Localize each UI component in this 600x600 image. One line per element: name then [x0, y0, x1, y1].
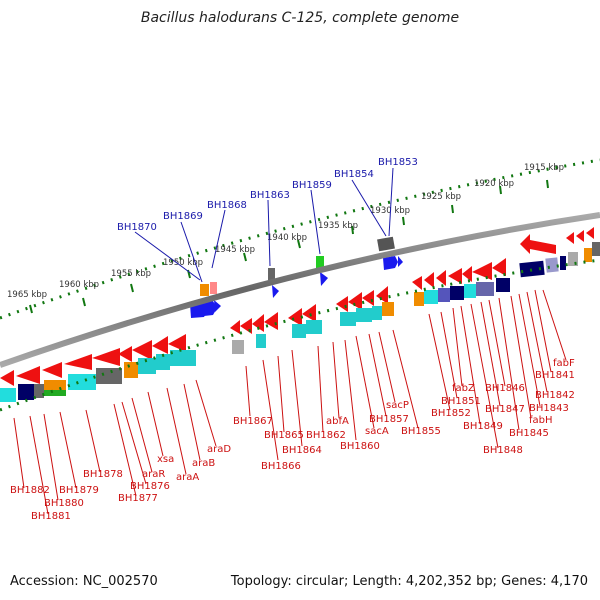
label-BH1866: BH1866	[261, 461, 301, 472]
label-BH1852: BH1852	[431, 408, 471, 419]
label-BH1859: BH1859	[292, 180, 332, 191]
label-BH1849: BH1849	[463, 421, 503, 432]
scale-label-1940: 1940 kbp	[267, 233, 307, 243]
label-BH1865: BH1865	[264, 430, 304, 441]
label-araB: araB	[192, 458, 215, 469]
scale-label-1955: 1955 kbp	[111, 269, 151, 279]
label-BH1880: BH1880	[44, 498, 84, 509]
label-BH1842: BH1842	[535, 390, 575, 401]
bottom-labels-left: araD araB araA xsa araR BH1876 BH1877 BH…	[10, 444, 231, 522]
label-BH1869: BH1869	[163, 211, 203, 222]
label-araA: araA	[176, 472, 199, 483]
label-BH1879: BH1879	[59, 485, 99, 496]
label-xsa: xsa	[157, 454, 174, 465]
label-BH1868: BH1868	[207, 200, 247, 211]
label-BH1867: BH1867	[233, 416, 273, 427]
label-araR: araR	[142, 469, 165, 480]
scale-major-ticks	[29, 179, 549, 314]
label-BH1851: BH1851	[441, 396, 481, 407]
reverse-genes	[0, 227, 600, 386]
scale-label-1935: 1935 kbp	[318, 221, 358, 231]
scale-label-1915: 1915 kbp	[524, 163, 564, 173]
scale-label-1945: 1945 kbp	[215, 245, 255, 255]
scale-label-1920: 1920 kbp	[474, 179, 514, 189]
label-sacA: sacA	[365, 426, 389, 437]
label-BH1863: BH1863	[250, 190, 290, 201]
scale-label-1960: 1960 kbp	[59, 280, 99, 290]
label-BH1881: BH1881	[31, 511, 71, 522]
label-BH1877: BH1877	[118, 493, 158, 504]
bottom-labels-middle: BH1855 sacP BH1857 sacA BH1860 abfA BH18…	[233, 400, 441, 472]
label-BH1846: BH1846	[485, 383, 525, 394]
label-BH1870: BH1870	[117, 222, 157, 233]
label-BH1845: BH1845	[509, 428, 549, 439]
label-BH1862: BH1862	[306, 430, 346, 441]
inner-features	[0, 248, 592, 402]
label-abfA: abfA	[326, 416, 349, 427]
bottom-labels-right: fabF BH1841 BH1842 BH1843 fabH BH1845 BH…	[431, 358, 575, 456]
label-BH1882: BH1882	[10, 485, 50, 496]
label-BH1848: BH1848	[483, 445, 523, 456]
top-labels: BH1853 BH1854 BH1859 BH1863 BH1868 BH186…	[117, 157, 418, 233]
bottom-leaders	[13, 289, 567, 515]
label-sacP: sacP	[386, 400, 409, 411]
scale-label-1965: 1965 kbp	[7, 290, 47, 300]
label-BH1843: BH1843	[529, 403, 569, 414]
label-fabZ: fabZ	[452, 383, 475, 394]
label-BH1857: BH1857	[369, 414, 409, 425]
genome-stats-text: Topology: circular; Length: 4,202,352 bp…	[230, 574, 588, 589]
label-BH1876: BH1876	[130, 481, 170, 492]
label-fabF: fabF	[553, 358, 575, 369]
scale-label-1950: 1950 kbp	[163, 258, 203, 268]
label-BH1841: BH1841	[535, 370, 575, 381]
scale-label-1925: 1925 kbp	[421, 192, 461, 202]
label-BH1853: BH1853	[378, 157, 418, 168]
top-leaders	[134, 167, 394, 283]
label-BH1854: BH1854	[334, 169, 374, 180]
label-araD: araD	[207, 444, 231, 455]
label-BH1878: BH1878	[83, 469, 123, 480]
genome-backbone	[0, 212, 600, 368]
label-BH1847: BH1847	[485, 404, 525, 415]
label-fabH: fabH	[529, 415, 553, 426]
accession-text: Accession: NC_002570	[10, 574, 158, 589]
label-BH1860: BH1860	[340, 441, 380, 452]
label-BH1855: BH1855	[401, 426, 441, 437]
label-BH1864: BH1864	[282, 445, 322, 456]
map-title: Bacillus halodurans C-125, complete geno…	[140, 10, 460, 26]
